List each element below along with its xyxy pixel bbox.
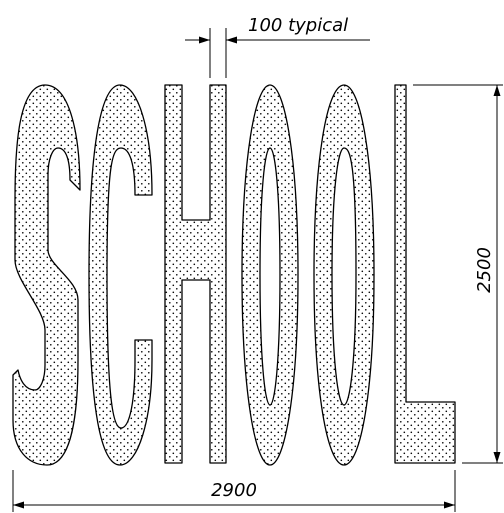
height-dimension: 2500 (413, 84, 503, 464)
height-label: 2500 (474, 247, 495, 293)
stroke-width-label: 100 typical (248, 15, 348, 36)
letter-c (88, 84, 153, 466)
width-dimension: 2900 (12, 470, 456, 512)
width-label: 2900 (211, 480, 257, 501)
letter-o-second (313, 84, 375, 466)
stroke-width-dimension: 100 typical (185, 15, 370, 78)
letter-h (164, 84, 227, 464)
letter-s (12, 84, 81, 466)
letter-l (394, 84, 456, 464)
letter-o-first (241, 84, 299, 466)
